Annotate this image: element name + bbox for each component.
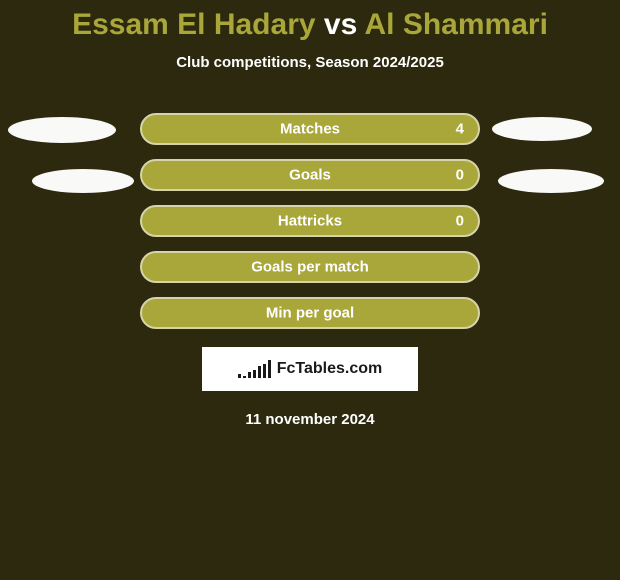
date-line: 11 november 2024 — [0, 411, 620, 428]
stat-row: Goals0 — [140, 159, 480, 191]
stat-row: Hattricks0 — [140, 205, 480, 237]
stat-value: 0 — [456, 167, 464, 184]
stat-label: Goals — [142, 167, 478, 184]
stat-value: 4 — [456, 121, 464, 138]
stat-label: Goals per match — [142, 259, 478, 276]
brand-text: FcTables.com — [277, 360, 383, 378]
brand-badge: FcTables.com — [202, 347, 418, 391]
decor-ellipse — [8, 117, 116, 143]
player2-name: Al Shammari — [365, 8, 548, 41]
decor-ellipse — [498, 169, 604, 193]
stat-value: 0 — [456, 213, 464, 230]
decor-ellipse — [32, 169, 134, 193]
stats-area: Matches4Goals0Hattricks0Goals per matchM… — [0, 113, 620, 329]
stat-label: Min per goal — [142, 305, 478, 322]
subtitle: Club competitions, Season 2024/2025 — [0, 54, 620, 71]
stat-row: Matches4 — [140, 113, 480, 145]
stat-row: Goals per match — [140, 251, 480, 283]
comparison-title: Essam El Hadary vs Al Shammari — [0, 8, 620, 42]
brand-bars-icon — [238, 360, 271, 378]
player1-name: Essam El Hadary — [72, 8, 315, 41]
stat-label: Matches — [142, 121, 478, 138]
stat-label: Hattricks — [142, 213, 478, 230]
vs-label: vs — [324, 8, 357, 41]
stat-row: Min per goal — [140, 297, 480, 329]
stats-card: Essam El Hadary vs Al Shammari Club comp… — [0, 0, 620, 428]
decor-ellipse — [492, 117, 592, 141]
